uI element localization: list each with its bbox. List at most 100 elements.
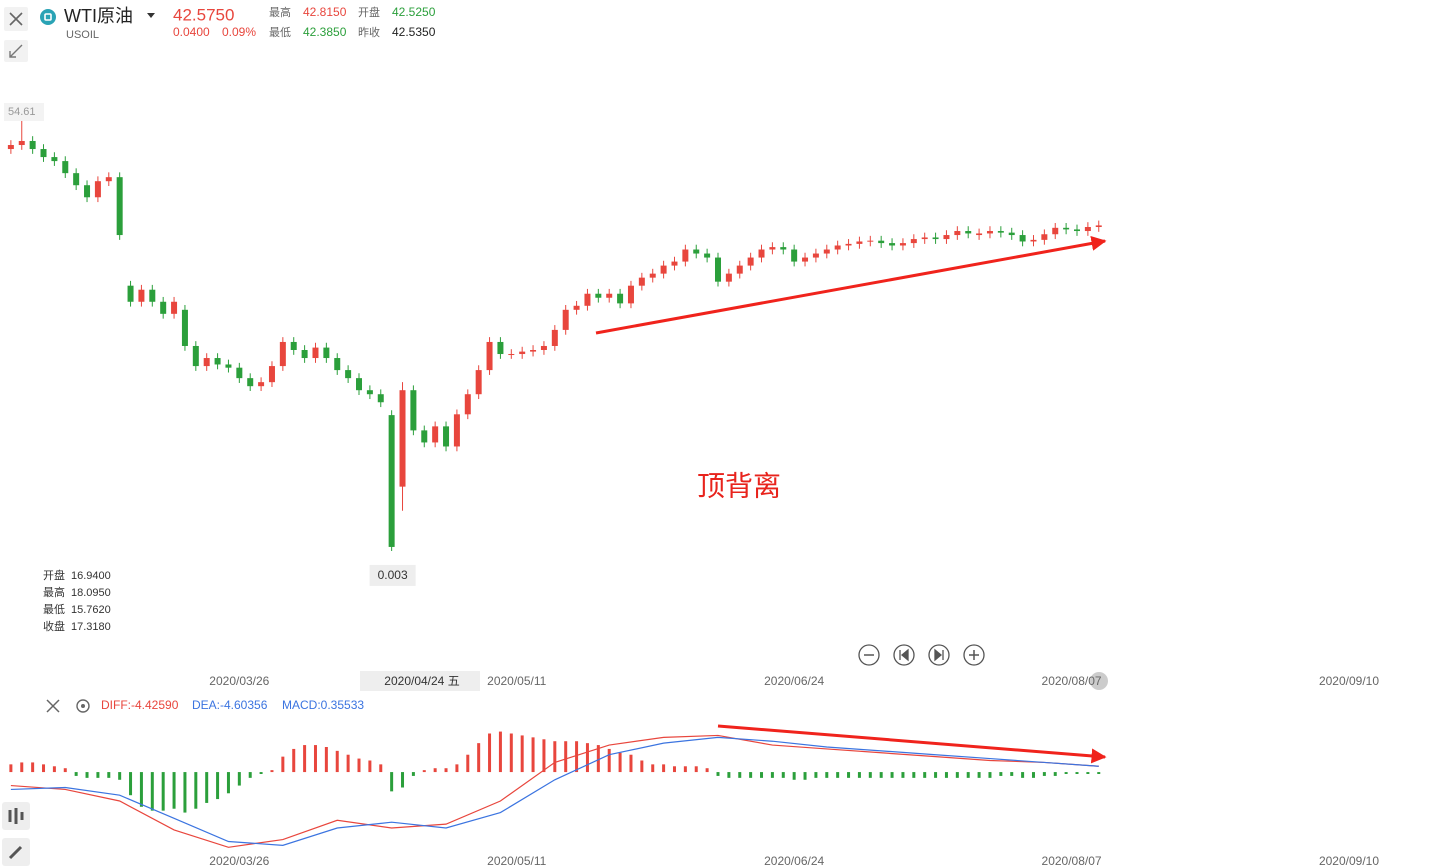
symbol-name[interactable]: WTI原油 [64,6,133,26]
macd-bar [129,772,133,796]
macd-bar [640,760,644,773]
candle-body [736,265,743,274]
x-tick-label: 2020/06/24 [764,674,824,688]
stat-value: 42.8150 [303,5,347,19]
macd-bar [85,772,89,778]
candle-body [366,390,373,395]
macd-bar [585,743,589,773]
candle-body [1074,229,1080,232]
candle-body [138,289,145,302]
stat-value: 42.3850 [303,25,347,39]
candle-body [475,370,482,395]
draw-button[interactable] [2,838,30,866]
candle-body [823,249,830,254]
macd-bar [999,772,1003,776]
macd-bar [444,768,448,773]
macd-bar [172,772,176,809]
macd-bar [281,756,285,773]
x-tick-label: 2020/06/24 [764,854,824,866]
x-tick-label: 2020/03/26 [209,854,269,866]
candle-body [377,394,384,403]
tool-button[interactable] [2,802,30,830]
candle-body [410,390,417,431]
macd-bar [379,764,383,773]
candle-body [1008,232,1015,236]
macd-bar [738,772,742,778]
candle-body [301,350,308,359]
candle-body [1030,239,1037,242]
candle-body [530,350,537,352]
macd-bar [825,772,829,778]
macd-bar [792,772,796,780]
candle-body [965,231,972,234]
candle-body [323,347,330,359]
crosshair-label: 2020/04/24 五 [384,674,459,688]
x-tick-label: 2020/08/07 [1042,854,1102,866]
macd-bar [814,772,818,778]
macd-bar [890,772,894,778]
scroll-handle[interactable] [1090,672,1108,690]
macd-settings[interactable] [76,699,90,713]
macd-bar [303,745,307,773]
macd-bar [466,754,470,773]
next-button[interactable] [928,644,950,666]
candle-body [127,285,134,302]
macd-bar [216,772,220,800]
x-tick-label: 2020/03/26 [209,674,269,688]
macd-bar [836,772,840,778]
macd-bar [237,772,241,786]
macd-bar [912,772,916,778]
x-tick-label: 2020/09/10 [1319,674,1379,688]
candle-body [725,273,732,282]
macd-bar [1086,772,1090,774]
macd-bar [966,772,970,778]
divergence-arrow [595,236,1107,335]
macd-bar [63,768,67,773]
macd-bar [857,772,861,778]
macd-bar [390,772,394,792]
macd-bar [20,762,24,773]
close-button[interactable] [4,7,28,31]
candle-body [312,347,319,359]
candle-body [432,426,439,443]
zoom-out-button[interactable] [858,644,880,666]
candle-body [345,370,352,379]
candle-body [551,329,558,346]
candle-body [268,366,275,383]
hover-label: 最高 [43,585,65,599]
prev-button[interactable] [893,644,915,666]
price-change-pct: 0.09% [222,25,256,39]
macd-bar [683,766,687,773]
collapse-button[interactable] [4,40,28,62]
stat-value: 42.5250 [392,5,436,19]
hover-value: 16.9400 [71,570,111,582]
macd-bar [346,754,350,773]
candle-body [573,305,580,310]
macd-bar [422,770,426,773]
zoom-in-button[interactable] [963,644,985,666]
macd-bar [488,733,492,773]
min-label-box [369,564,416,586]
candle-body [236,367,243,379]
macd-bar [74,772,78,776]
macd-bar [607,748,611,773]
macd-close[interactable] [46,699,60,713]
candle-body [519,351,526,355]
candle-body [181,309,188,346]
macd-bar [531,737,535,773]
macd-bar [901,772,905,778]
candle-body [747,257,754,266]
candle-body [214,358,221,365]
macd-bar [760,772,764,778]
macd-bar [727,772,731,778]
candle-body [508,354,515,356]
hover-label: 收盘 [43,619,65,633]
candle-body [660,265,667,274]
candle-body [1095,225,1102,228]
macd-bar [335,750,339,773]
candle-body [258,382,265,387]
candle-body [856,241,863,244]
macd-bar [313,745,317,773]
candle-body [758,249,765,258]
